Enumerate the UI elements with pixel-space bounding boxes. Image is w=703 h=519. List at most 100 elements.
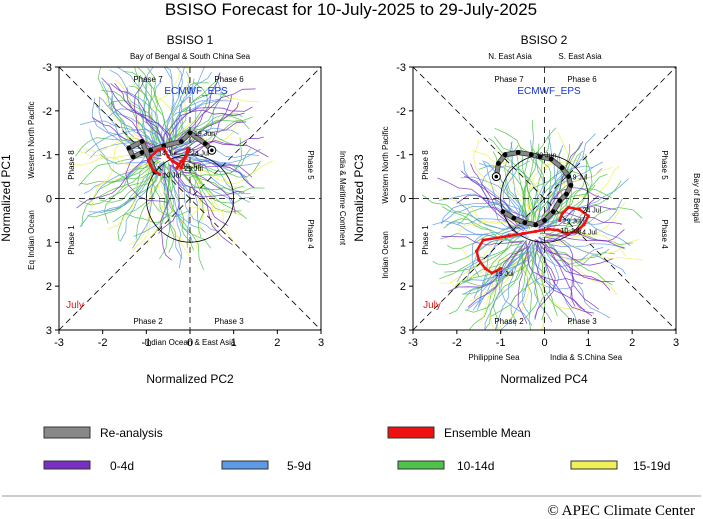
bsiso2-member-trajectory — [529, 248, 545, 330]
bsiso1-member-trajectory — [169, 164, 245, 198]
bsiso1-member-trajectory — [97, 67, 154, 159]
bsiso1-member-trajectory — [171, 140, 269, 158]
legend-swatch-10-14d — [397, 460, 445, 470]
legend-label-10-14d: 10-14d — [457, 459, 494, 473]
bsiso2-x-tick-label: -2 — [452, 337, 462, 349]
bsiso1-member-trajectory — [167, 106, 253, 148]
bsiso1-region-right: India & Maritime Continent — [338, 151, 347, 246]
bsiso2-member-trajectory — [545, 241, 625, 250]
bsiso1-member-trajectory — [107, 159, 161, 230]
bsiso2-ensemble-mean-point — [477, 258, 481, 262]
bsiso1-ensemble-mean-point — [179, 166, 183, 170]
bsiso2-member-trajectory — [443, 218, 525, 243]
bsiso1-region-left-inner: Western North Pacific — [27, 101, 36, 178]
bsiso1-xlabel: Normalized PC2 — [146, 372, 234, 386]
bsiso2-member-trajectory — [494, 128, 536, 219]
bsiso2-phase4: Phase 4 — [660, 219, 669, 249]
bsiso2-x-tick-label: 2 — [629, 337, 635, 349]
bsiso1-member-trajectory — [176, 148, 248, 178]
bsiso1-ensemble-mean-point — [149, 164, 153, 168]
bsiso2-reanalysis-point — [511, 215, 517, 221]
bsiso2-reanalysis-point — [557, 198, 563, 204]
bsiso1-member-trajectory — [164, 170, 175, 253]
bsiso1-member-trajectory — [172, 114, 250, 155]
bsiso1-reanalysis-start-dot — [210, 148, 214, 153]
bsiso1-member-trajectory — [172, 160, 248, 220]
bsiso1-ylabel: Normalized PC1 — [0, 154, 13, 242]
bsiso2-member-trajectory — [536, 240, 604, 268]
bsiso2-ensemble-date-label: 19 Jul — [495, 271, 514, 278]
bsiso1-member-trajectory — [108, 83, 163, 147]
bsiso2-member-trajectory — [535, 239, 595, 314]
bsiso2-member-trajectory — [539, 188, 612, 235]
bsiso2-member-trajectory — [481, 165, 520, 229]
bsiso2-x-tick-label: 0 — [541, 337, 547, 349]
bsiso2-ensemble-mean-point — [577, 207, 582, 212]
bsiso1-ensemble-date-label: 10 Jul — [162, 172, 181, 179]
bsiso2-member-trajectory — [463, 240, 524, 295]
bsiso1-member-trajectory — [83, 155, 159, 194]
bsiso2-member-trajectory — [471, 150, 533, 213]
bsiso1-member-trajectory — [98, 96, 160, 151]
bsiso1-reanalysis-date-label: 19 Jun — [194, 131, 215, 138]
bsiso2-y-tick-label: -2 — [396, 106, 406, 118]
bsiso1-panel: BSISO 1 Bay of Bengal & South China Sea … — [0, 33, 347, 386]
bsiso2-reanalysis-point — [564, 191, 569, 197]
bsiso1-ensemble-mean-point — [166, 155, 170, 159]
bsiso1-member-trajectory — [125, 153, 168, 203]
bsiso1-member-trajectory — [132, 163, 165, 249]
bsiso2-ensemble-spread — [421, 120, 644, 330]
bsiso1-ensemble-spread — [67, 67, 273, 271]
bsiso2-reanalysis-point — [496, 161, 501, 166]
bsiso2-member-trajectory — [540, 240, 611, 291]
bsiso1-member-trajectory — [125, 171, 175, 224]
bsiso1-reanalysis-point — [139, 139, 145, 144]
bsiso1-member-trajectory — [171, 161, 204, 238]
legend-label-15-19d: 15-19d — [633, 459, 670, 473]
bsiso2-x-tick-label: 3 — [673, 337, 679, 349]
bsiso1-ensemble-mean-point — [149, 155, 153, 159]
bsiso1-reanalysis-point — [130, 154, 136, 160]
bsiso1-member-trajectory — [79, 161, 163, 227]
bsiso2-member-trajectory — [484, 245, 526, 330]
bsiso1-y-tick-label: 2 — [46, 281, 52, 293]
bsiso1-phase7: Phase 7 — [133, 75, 163, 84]
bsiso2-phase5: Phase 5 — [660, 150, 669, 180]
bsiso2-member-trajectory — [534, 240, 593, 317]
bsiso1-member-trajectory — [171, 113, 243, 150]
bsiso1-ensemble-mean-point — [186, 146, 190, 150]
bsiso2-ensemble-date-label: 10 Jul — [561, 228, 580, 235]
bsiso2-member-trajectory — [543, 202, 626, 238]
bsiso1-ensemble-mean-point — [175, 166, 179, 170]
bsiso2-reanalysis-point — [542, 218, 547, 223]
bsiso2-member-trajectory — [538, 141, 584, 229]
bsiso2-member-trajectory — [545, 236, 576, 307]
bsiso2-member-trajectory — [546, 237, 626, 275]
bsiso2-y-tick-label: -1 — [396, 150, 406, 162]
bsiso1-member-trajectory — [98, 97, 155, 153]
bsiso1-ensemble-date-label: 14 Jul — [158, 150, 177, 157]
bsiso2-phase3: Phase 3 — [567, 317, 597, 326]
bsiso1-phase1: Phase 1 — [67, 225, 76, 255]
credit-text: © APEC Climate Center — [547, 503, 695, 519]
bsiso1-ensemble-mean-point — [177, 164, 181, 168]
bsiso2-member-trajectory — [488, 137, 534, 215]
bsiso2-y-tick-label: 0 — [400, 194, 406, 206]
legend-item-reanalysis: Re-analysis — [43, 426, 163, 440]
bsiso2-frame — [412, 66, 677, 331]
legend-label-5-9d: 5-9d — [287, 459, 311, 473]
bsiso2-reanalysis-point — [515, 150, 521, 155]
bsiso1-member-trajectory — [79, 160, 159, 185]
bsiso2-ensemble-date-label: 29 Jul — [563, 218, 582, 225]
bsiso2-reanalysis-point — [548, 156, 554, 162]
bsiso2-x-tick-label: 1 — [585, 337, 591, 349]
bsiso2-member-trajectory — [451, 221, 529, 241]
bsiso1-reanalysis-point — [202, 141, 208, 147]
bsiso1-member-trajectory — [161, 67, 175, 150]
bsiso2-y-tick-label: -3 — [396, 62, 406, 74]
bsiso2-xlabel: Normalized PC4 — [500, 372, 588, 386]
bsiso1-x-tick-label: 2 — [274, 337, 280, 349]
bsiso1-ensemble-mean-point — [155, 148, 159, 152]
bsiso1-phase5: Phase 5 — [306, 150, 315, 180]
legend-swatch-ensemble-mean — [387, 426, 435, 439]
